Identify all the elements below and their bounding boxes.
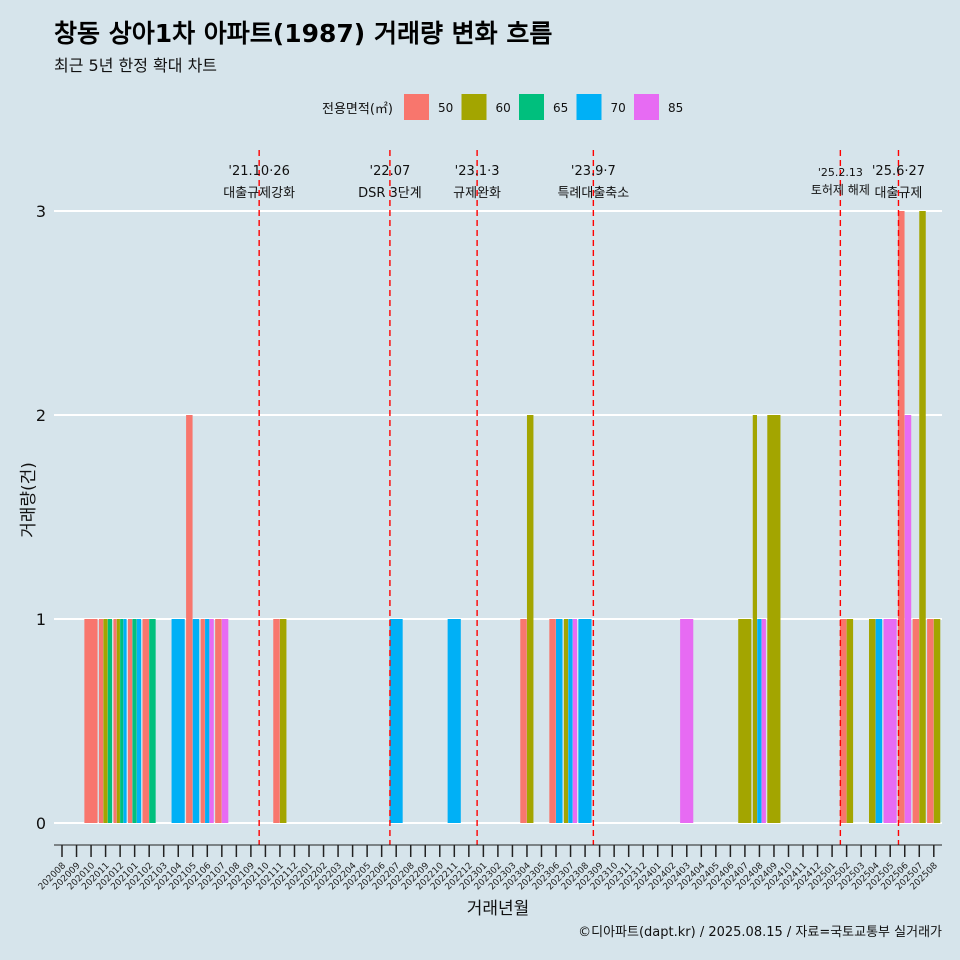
bar <box>215 619 222 823</box>
legend-label: 60 <box>496 101 511 115</box>
bar <box>904 415 912 823</box>
bar <box>898 211 905 823</box>
y-tick-label: 1 <box>36 610 46 629</box>
bar <box>520 619 527 823</box>
bar <box>127 619 133 823</box>
legend-swatch <box>634 94 659 120</box>
bar <box>568 619 573 823</box>
bar <box>136 619 142 823</box>
bar <box>578 619 592 823</box>
bar <box>549 619 556 823</box>
bar <box>875 619 883 823</box>
y-axis-title: 거래량(건) <box>19 462 39 538</box>
legend-swatch <box>404 94 429 120</box>
bar <box>839 619 847 823</box>
bar <box>883 619 897 823</box>
event-name-label: 토허제 해제 <box>811 183 870 197</box>
bar <box>563 619 569 823</box>
bar <box>757 619 762 823</box>
legend-label: 65 <box>553 101 568 115</box>
bar <box>205 619 210 823</box>
bar <box>447 619 461 823</box>
legend-label: 70 <box>611 101 626 115</box>
bar <box>526 415 534 823</box>
bar <box>98 619 104 823</box>
y-tick-label: 0 <box>36 814 46 833</box>
bar <box>556 619 563 823</box>
event-date-label: '23.1·3 <box>455 164 500 179</box>
bar <box>912 619 920 823</box>
bar <box>919 211 926 823</box>
bar <box>209 619 214 823</box>
bar <box>84 619 98 823</box>
bar <box>680 619 694 823</box>
bar <box>927 619 934 823</box>
legend-swatch <box>576 94 602 120</box>
event-date-label: '21.10·26 <box>228 164 289 179</box>
bar <box>142 619 149 823</box>
bar <box>933 619 941 823</box>
bar <box>846 619 854 823</box>
bar <box>738 619 752 823</box>
bar <box>389 619 403 823</box>
event-name-label: 대출규제강화 <box>223 186 295 201</box>
bar <box>171 619 185 823</box>
chart-subtitle: 최근 5년 한정 확대 차트 <box>54 56 218 75</box>
event-date-label: '22.07 <box>370 164 411 179</box>
event-name-label: DSR 3단계 <box>358 186 422 201</box>
y-tick-label: 3 <box>36 202 46 221</box>
bar <box>572 619 578 823</box>
x-axis-title: 거래년월 <box>467 899 530 919</box>
event-name-label: 대출규제 <box>875 186 923 201</box>
event-date-label: '23.9·7 <box>571 164 616 179</box>
bar <box>107 619 113 823</box>
bar <box>221 619 229 823</box>
legend-label: 85 <box>668 101 683 115</box>
bar <box>113 619 117 823</box>
bar <box>132 619 137 823</box>
source-caption: ©디아파트(dapt.kr) / 2025.08.15 / 자료=국토교통부 실… <box>578 925 942 940</box>
event-date-label: '25.6·27 <box>872 164 925 179</box>
bar <box>200 619 205 823</box>
event-name-label: 규제완화 <box>453 186 501 201</box>
bar <box>103 619 108 823</box>
bar <box>752 415 758 823</box>
legend-swatch <box>461 94 487 120</box>
legend-swatch <box>519 94 544 120</box>
bar <box>186 415 193 823</box>
y-tick-label: 2 <box>36 406 46 425</box>
event-name-label: 특례대출축소 <box>557 186 629 201</box>
bar <box>149 619 156 823</box>
chart-title: 창동 상아1차 아파트(1987) 거래량 변화 흐름 <box>54 19 553 48</box>
legend-title: 전용면적(㎡) <box>322 102 393 117</box>
bar <box>279 619 287 823</box>
bar <box>767 415 781 823</box>
bar <box>192 619 200 823</box>
bar <box>273 619 280 823</box>
bar <box>116 619 120 823</box>
legend-label: 50 <box>438 101 453 115</box>
bar <box>868 619 876 823</box>
bar <box>123 619 127 823</box>
bar <box>120 619 124 823</box>
bar <box>761 619 766 823</box>
event-date-label: '25.2.13 <box>818 166 863 179</box>
